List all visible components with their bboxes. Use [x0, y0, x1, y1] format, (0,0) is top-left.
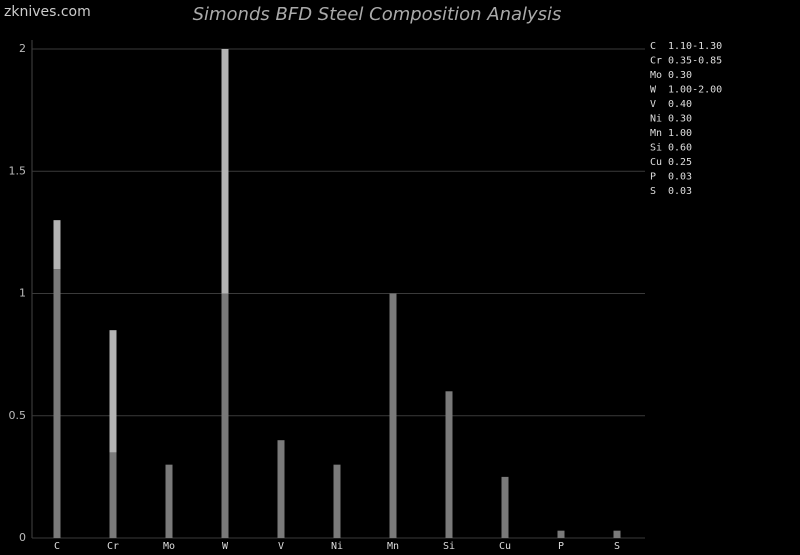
watermark: zknives.com: [4, 4, 91, 20]
bar-segment: [389, 293, 397, 538]
bar-segment: [221, 49, 229, 294]
bar-segment: [277, 440, 285, 538]
legend-value: 0.03: [668, 186, 692, 197]
bar-segment: [445, 391, 453, 538]
bar-segment: [613, 530, 621, 538]
bar-segment: [53, 269, 61, 538]
legend-value: 0.40: [668, 99, 692, 110]
legend-label: W: [650, 85, 657, 96]
y-tick-label: 0: [19, 531, 26, 544]
x-tick-label: W: [222, 541, 229, 552]
x-tick-label: P: [558, 541, 564, 552]
legend-label: Cr: [650, 56, 662, 67]
legend-label: Si: [650, 143, 662, 154]
bar-segment: [165, 464, 173, 538]
x-tick-label: Ni: [331, 541, 343, 552]
legend-label: S: [650, 186, 656, 197]
legend-value: 1.00-2.00: [668, 85, 722, 96]
legend-label: Ni: [650, 114, 662, 125]
x-tick-label: S: [614, 541, 620, 552]
legend-label: Cu: [650, 157, 662, 168]
x-tick-label: Cu: [499, 541, 511, 552]
x-tick-label: Si: [443, 541, 455, 552]
legend-value: 1.10-1.30: [668, 41, 722, 52]
chart-title: Simonds BFD Steel Composition Analysis: [193, 4, 562, 25]
legend-label: V: [650, 99, 656, 110]
legend-value: 0.30: [668, 114, 692, 125]
bar-segment: [557, 530, 565, 538]
legend-label: Mo: [650, 70, 662, 81]
x-tick-label: V: [278, 541, 284, 552]
bar-segment: [109, 330, 117, 453]
bar-segment: [53, 220, 61, 270]
legend-label: C: [650, 41, 656, 52]
y-tick-label: 2: [19, 42, 26, 55]
x-tick-label: Mn: [387, 541, 399, 552]
legend-value: 0.03: [668, 172, 692, 183]
legend-label: P: [650, 172, 656, 183]
y-tick-label: 1: [19, 287, 26, 300]
bar-segment: [109, 452, 117, 538]
legend-value: 0.35-0.85: [668, 56, 722, 67]
bar-segment: [501, 476, 509, 538]
x-tick-label: C: [54, 541, 60, 552]
legend-value: 0.60: [668, 143, 692, 154]
legend-value: 0.30: [668, 70, 692, 81]
bar-segment: [221, 293, 229, 538]
legend-value: 0.25: [668, 157, 692, 168]
x-tick-label: Cr: [107, 541, 119, 552]
x-tick-label: Mo: [163, 541, 175, 552]
y-tick-label: 1.5: [9, 164, 27, 177]
legend-value: 1.00: [668, 128, 692, 139]
bar-segment: [333, 464, 341, 538]
y-tick-label: 0.5: [9, 409, 27, 422]
legend-label: Mn: [650, 128, 662, 139]
